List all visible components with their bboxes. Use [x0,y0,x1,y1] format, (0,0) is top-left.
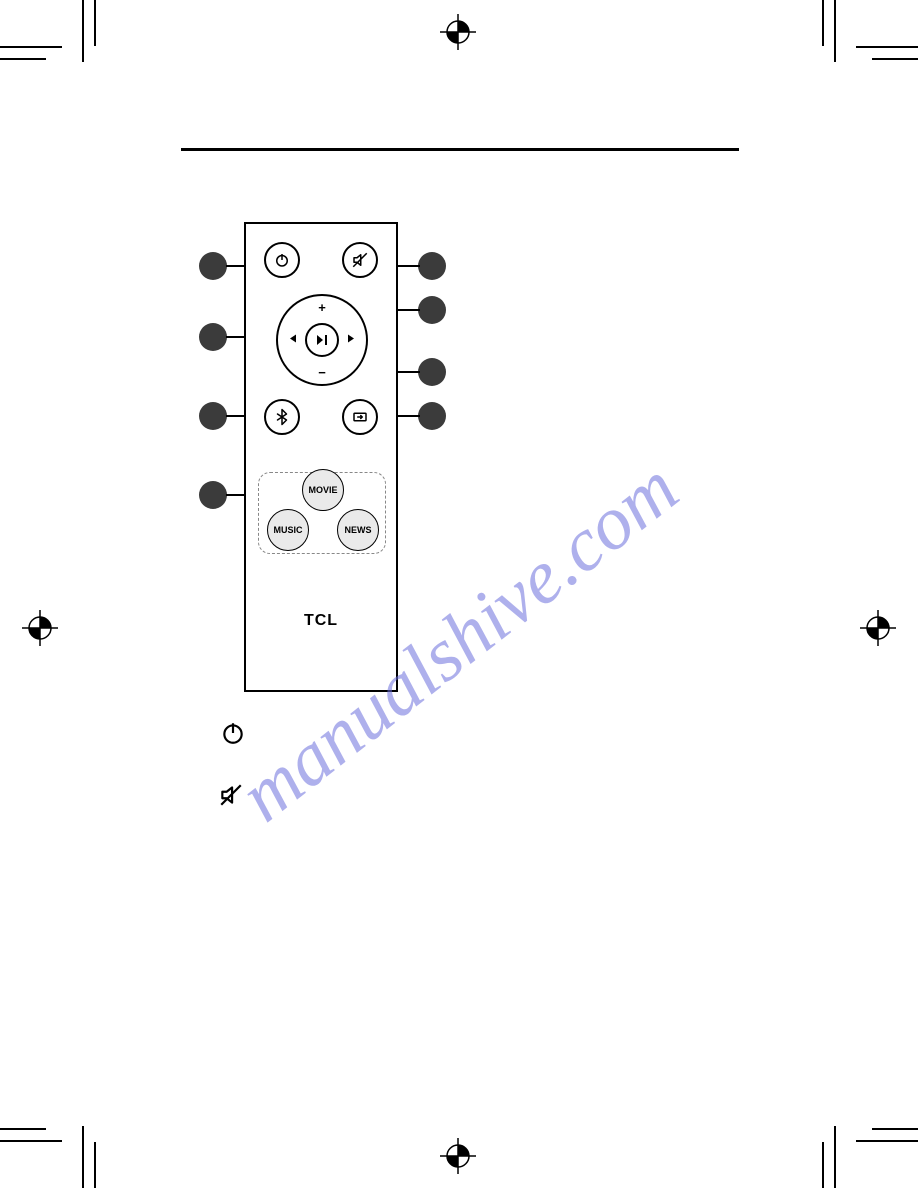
crop-mark [798,0,918,80]
dpad: + − [276,294,368,386]
source-button [342,399,378,435]
callout-dot [199,481,227,509]
vol-up-label: + [318,300,326,315]
mute-icon [218,782,244,808]
callout-dot [418,358,446,386]
bluetooth-button [264,399,300,435]
play-pause-button [305,323,339,357]
movie-mode-button: MOVIE [302,469,344,511]
power-button [264,242,300,278]
brand-label: TCL [246,612,396,630]
registration-mark [860,610,896,646]
news-mode-button: NEWS [337,509,379,551]
callout-dot [418,252,446,280]
music-mode-button: MUSIC [267,509,309,551]
news-mode-label: NEWS [345,525,372,535]
callout-dot [418,296,446,324]
callout-dot [418,402,446,430]
crop-mark [0,1108,120,1188]
crop-mark [0,0,120,80]
callout-dot [199,402,227,430]
music-mode-label: MUSIC [274,525,303,535]
remote-control-diagram: + − MOVIE MUSIC NEWS TCL [244,222,398,692]
movie-mode-label: MOVIE [308,485,337,495]
power-icon [220,720,246,746]
registration-mark [440,1138,476,1174]
sound-mode-group: MOVIE MUSIC NEWS [258,472,386,554]
prev-icon [286,333,298,348]
registration-mark [440,14,476,50]
callout-dot [199,252,227,280]
vol-down-label: − [318,365,326,380]
next-icon [346,333,358,348]
callout-dot [199,323,227,351]
crop-mark [798,1108,918,1188]
mute-button [342,242,378,278]
section-divider [181,148,739,151]
registration-mark [22,610,58,646]
